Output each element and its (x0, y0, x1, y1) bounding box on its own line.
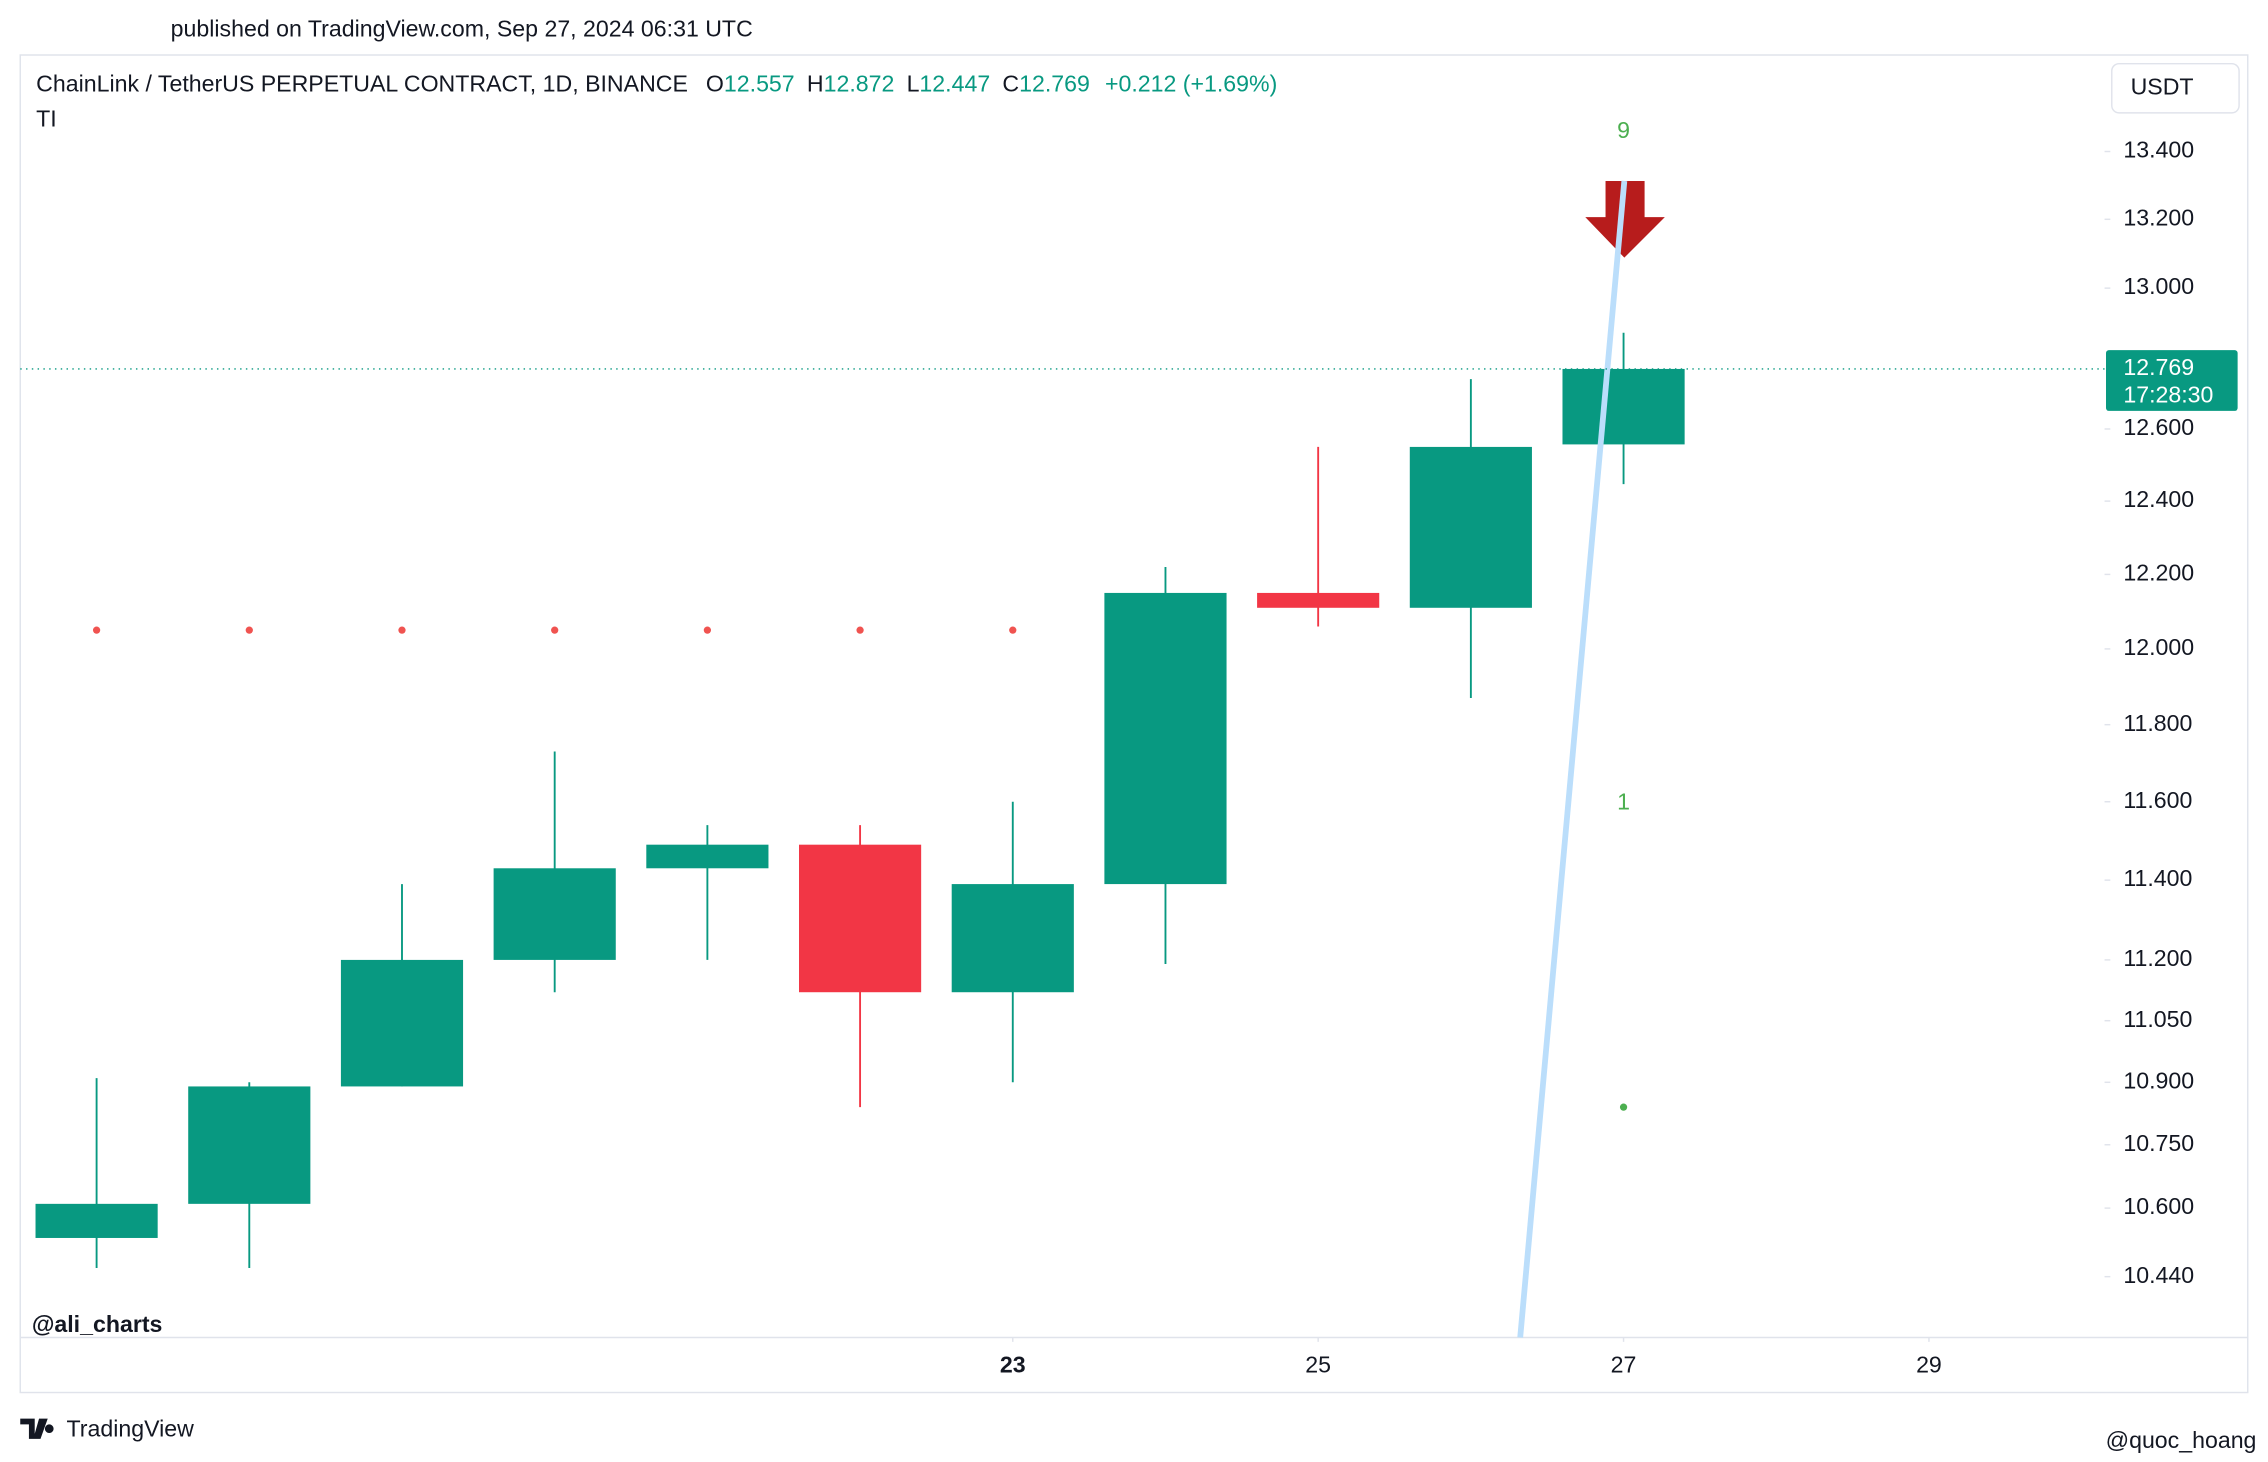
ohlc-prefix: C (1002, 71, 1019, 97)
y-tick-label: 12.000 (2123, 634, 2194, 660)
y-tick-label: 10.600 (2123, 1193, 2194, 1219)
currency-button[interactable] (2111, 62, 2240, 114)
y-tick-label: 12.400 (2123, 486, 2194, 512)
ohlc-value: 12.447 (919, 71, 990, 97)
x-tick-label: 25 (1305, 1352, 1331, 1378)
chart-frame (19, 54, 2249, 1394)
y-tick-label: 10.900 (2123, 1067, 2194, 1093)
x-tick-label: 27 (1611, 1352, 1637, 1378)
indicator-dot (551, 626, 559, 634)
ohlc-value: 12.557 (724, 71, 795, 97)
candle-body (1104, 592, 1227, 885)
y-tick-label: 13.200 (2123, 204, 2194, 230)
y-tick-label: 13.400 (2123, 137, 2194, 163)
indicator-dot (1619, 1103, 1628, 1111)
indicator-dot (703, 626, 711, 634)
corner-watermark: @quoc_hoang (2106, 1427, 2257, 1453)
ohlc-prefix: H (807, 71, 824, 97)
ohlc-value: 12.769 (1019, 71, 1090, 97)
plot-area: 13.400 13.200 13.000 12.600 12.400 12.200 12.0… (35, 137, 2194, 1378)
y-tick-label: 11.050 (2123, 1006, 2192, 1032)
indicator-dot (245, 626, 253, 634)
last-price-label: 12.769 (2123, 354, 2194, 380)
symbol-header: ChainLink / TetherUS PERPETUAL CONTRACT,… (36, 71, 1277, 97)
indicator-dot (92, 626, 101, 634)
candle-body (646, 844, 769, 869)
trend-line (1517, 180, 1628, 1338)
indicator-name: TI (36, 105, 57, 131)
last-price-box (2106, 350, 2238, 411)
x-tick-label: 29 (1916, 1352, 1942, 1378)
candle-body (493, 868, 616, 960)
ohlc-value: 12.872 (824, 71, 895, 97)
down-arrow (1585, 180, 1665, 258)
y-tick-label: 13.000 (2123, 273, 2194, 299)
candle-body (1562, 368, 1685, 445)
indicator-count: 9 (1617, 117, 1630, 143)
watermark: @ali_charts (32, 1311, 163, 1337)
y-tick-label: 11.200 (2123, 945, 2192, 971)
y-tick-label: 12.200 (2123, 560, 2194, 586)
indicator-dot (398, 626, 406, 634)
y-tick-label: 11.600 (2123, 787, 2192, 813)
indicator-dot (856, 626, 864, 634)
ohlc-prefix: O (706, 71, 724, 97)
x-tick-label: 23 (1000, 1352, 1026, 1378)
candle-body (340, 959, 464, 1087)
indicator-count: 1 (1617, 788, 1630, 814)
candle-body (1409, 446, 1532, 608)
candle-body (951, 884, 1074, 993)
brand-name: TradingView (67, 1415, 195, 1441)
countdown-label: 17:28:30 (2123, 382, 2213, 408)
y-tick-label: 11.400 (2123, 865, 2192, 891)
y-tick-label: 10.440 (2123, 1262, 2194, 1288)
indicator-dot (1009, 626, 1017, 634)
candle-body (188, 1086, 311, 1204)
symbol-name: ChainLink / TetherUS PERPETUAL CONTRACT,… (36, 71, 688, 97)
ohlc-prefix: L (907, 71, 920, 97)
candle-body (799, 844, 922, 993)
currency-label[interactable]: USDT (2131, 73, 2194, 99)
y-tick-label: 12.600 (2123, 414, 2194, 440)
published-note: published on TradingView.com, Sep 27, 20… (171, 16, 753, 42)
brand-logo (20, 1418, 54, 1439)
y-tick-label: 10.750 (2123, 1130, 2194, 1156)
candle-body (1257, 592, 1380, 608)
candle-body (35, 1203, 158, 1238)
ohlc-change: +0.212 (+1.69%) (1105, 71, 1277, 97)
y-tick-label: 11.800 (2123, 710, 2192, 736)
